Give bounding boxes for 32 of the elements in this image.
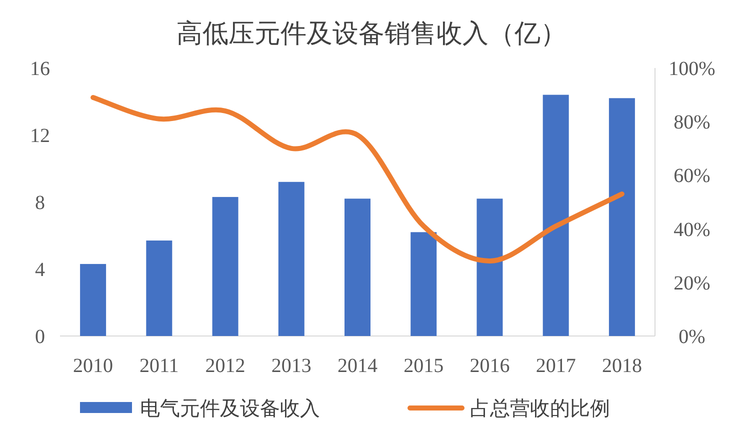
x-tick-label: 2015 [404,355,444,377]
y2-tick-label: 60% [674,165,710,188]
x-tick-label: 2018 [602,355,642,377]
y2-tick-label: 100% [668,58,716,80]
y-tick-label: 12 [30,125,50,147]
bar [542,94,569,336]
x-tick-label: 2014 [338,355,378,377]
x-tick-label: 2010 [73,355,114,377]
y2-tick-label: 80% [674,112,710,134]
x-tick-label: 2012 [205,355,246,377]
bar [344,198,370,336]
bar [146,240,172,336]
y2-tick-label: 0% [678,326,706,348]
x-tick-label: 2016 [470,355,510,377]
bar [278,182,304,336]
y2-tick-label: 20% [674,272,710,294]
bar [608,98,635,336]
legend-label: 电气元件及设备收入 [140,398,320,420]
bar [476,198,503,336]
y-tick-label: 0 [35,326,45,348]
x-tick-label: 2017 [536,355,576,377]
legend-label: 占总营收的比例 [470,398,610,420]
x-tick-label: 2011 [140,355,179,377]
bar [410,232,437,336]
y-tick-label: 16 [30,58,50,80]
bar [212,196,238,336]
y2-tick-label: 40% [674,218,710,241]
y-tick-label: 4 [35,259,45,281]
bar [80,264,106,336]
chart-title: 高低压元件及设备销售收入（亿） [176,19,566,48]
x-tick-label: 2013 [271,355,312,377]
y-tick-label: 8 [35,192,45,214]
